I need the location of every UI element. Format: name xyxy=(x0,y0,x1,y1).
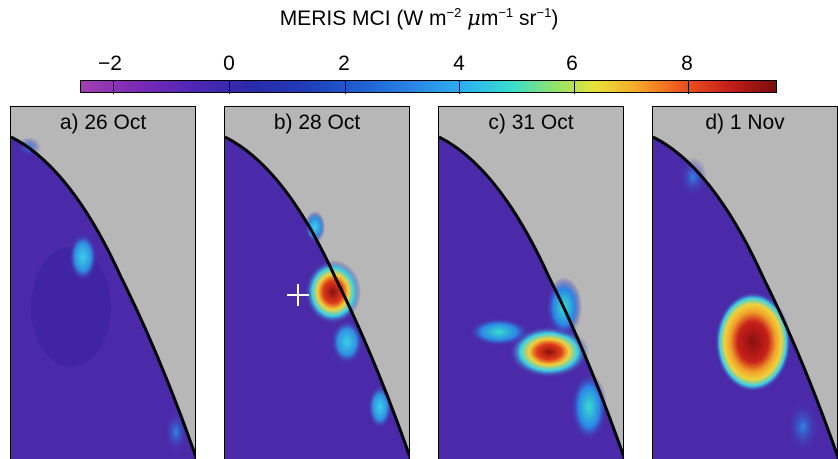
tick-label: 8 xyxy=(681,52,693,75)
colorbar-tick xyxy=(688,81,689,94)
colorbar-tick xyxy=(113,81,114,94)
tick-label: 2 xyxy=(338,52,350,75)
tick-label: 6 xyxy=(566,52,578,75)
tick-label: 4 xyxy=(453,52,465,75)
map-image-d xyxy=(653,135,837,459)
crosshair-icon xyxy=(287,284,309,306)
panel-c-map: c) 31 Oct xyxy=(438,106,624,459)
panel-label: c) 31 Oct xyxy=(488,111,574,134)
colorbar xyxy=(80,80,777,94)
panel-label: b) 28 Oct xyxy=(273,111,361,134)
panel-b-map: b) 28 Oct xyxy=(224,106,410,459)
map-image-a xyxy=(11,135,195,459)
colorbar-tick xyxy=(459,81,460,94)
map-image-c xyxy=(439,135,623,459)
panel-label: d) 1 Nov xyxy=(705,111,785,134)
colorbar-tick xyxy=(229,81,230,94)
panel-label: a) 26 Oct xyxy=(59,111,147,134)
tick-label: 0 xyxy=(223,52,235,75)
panel-d-map: d) 1 Nov xyxy=(652,106,838,459)
tick-label: −2 xyxy=(98,52,122,75)
colorbar-title: MERIS MCI (W m−2 μm−1 sr−1) xyxy=(279,5,559,30)
colorbar-tick xyxy=(345,81,346,94)
map-image-b xyxy=(225,135,409,459)
panel-a-map: a) 26 Oct xyxy=(10,106,196,459)
colorbar-tick xyxy=(574,81,575,94)
colorbar-ticks: −2 0 2 4 6 8 xyxy=(0,52,838,78)
